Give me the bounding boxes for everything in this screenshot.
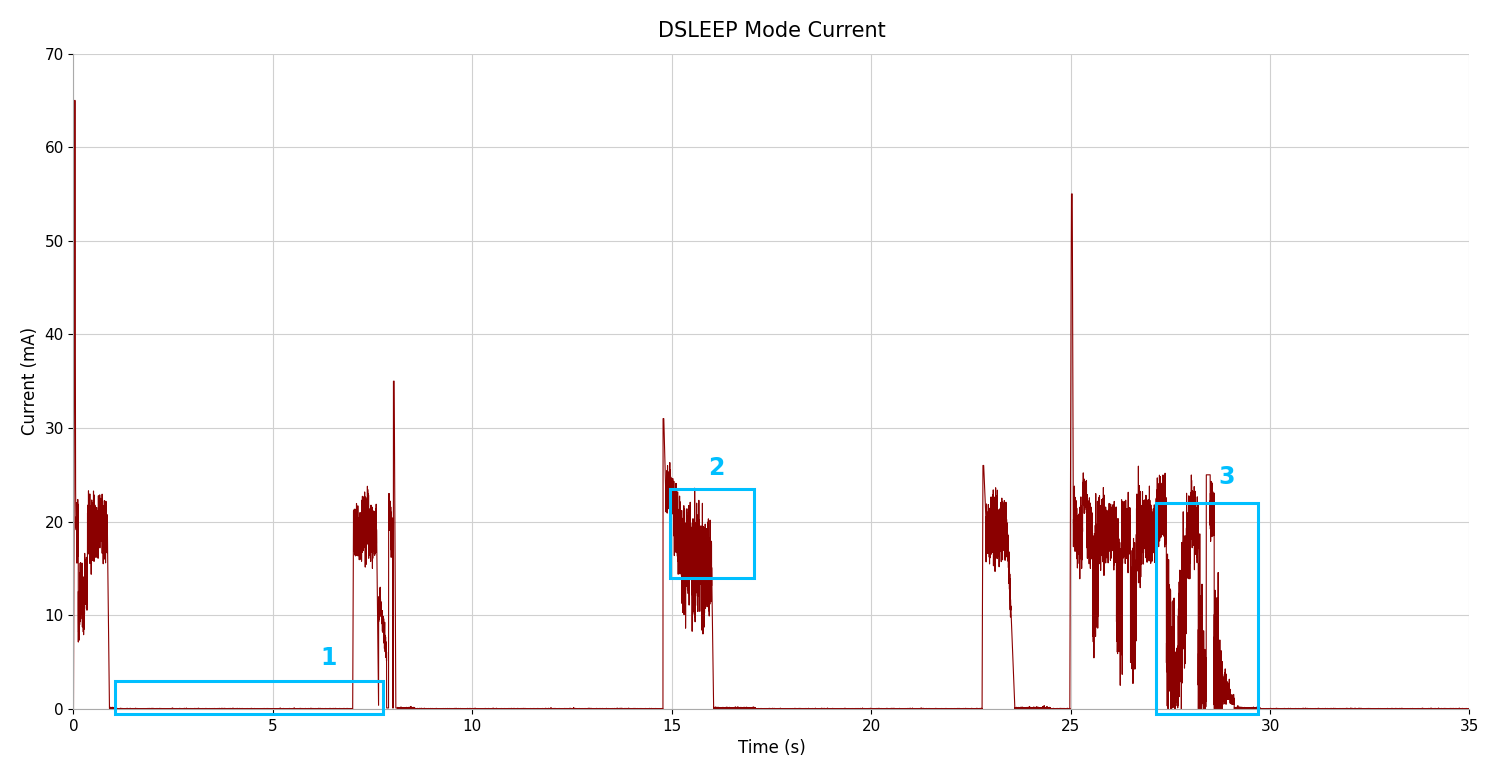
Text: 2: 2 <box>708 455 724 479</box>
Text: 3: 3 <box>1218 465 1234 489</box>
Bar <box>1156 503 1258 713</box>
Bar <box>670 489 753 578</box>
Bar <box>116 681 382 713</box>
X-axis label: Time (s): Time (s) <box>738 739 806 757</box>
Title: DSLEEP Mode Current: DSLEEP Mode Current <box>657 21 885 40</box>
Text: 1: 1 <box>321 646 338 670</box>
Y-axis label: Current (mA): Current (mA) <box>21 327 39 435</box>
